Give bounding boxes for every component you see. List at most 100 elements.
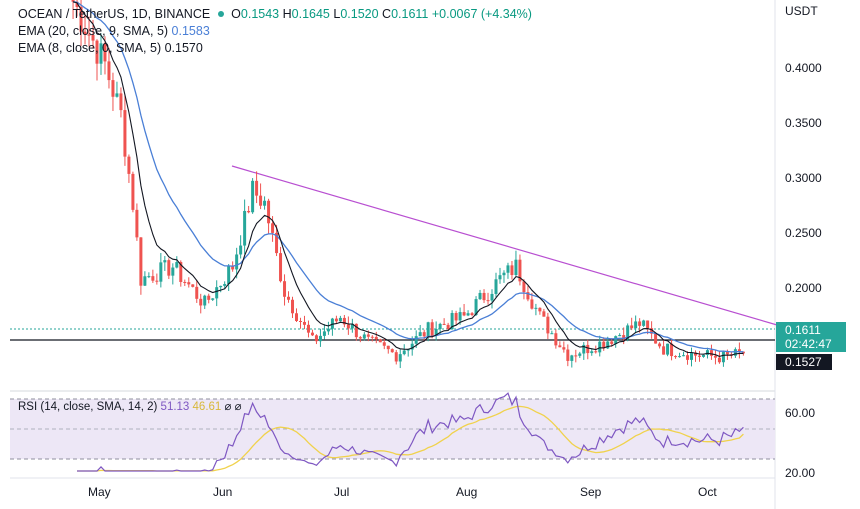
candle-body[interactable] [490,293,494,301]
candle-body[interactable] [342,317,346,325]
candle-body[interactable] [550,333,554,335]
candle-body[interactable] [570,355,574,361]
candle-body[interactable] [558,345,562,348]
ema8-legend[interactable]: EMA (8, close, 0, SMA, 5) 0.1570 [18,41,203,55]
candle-body[interactable] [737,349,741,352]
candle-body[interactable] [322,331,326,336]
candle-body[interactable] [741,351,745,354]
candle-body[interactable] [310,332,314,336]
candle-body[interactable] [598,341,602,353]
candle-body[interactable] [334,318,338,322]
candle-body[interactable] [291,299,295,314]
candle-body[interactable] [462,312,466,316]
candle-body[interactable] [326,328,330,332]
candle-body[interactable] [733,349,737,356]
candle-body[interactable] [590,351,594,354]
symbol-legend[interactable]: OCEAN / TetherUS, 1D, BINANCE O0.1543 H0… [18,7,532,21]
candle-body[interactable] [279,253,283,282]
candle-body[interactable] [510,265,514,275]
candle-body[interactable] [219,285,223,288]
candle-body[interactable] [642,320,646,326]
rsi-visibility-icons[interactable]: ⌀ ⌀ [224,401,242,413]
candle-body[interactable] [374,336,378,340]
candle-body[interactable] [167,260,171,276]
candle-body[interactable] [95,40,99,64]
candle-body[interactable] [538,307,542,312]
candle-body[interactable] [697,355,701,357]
candle-body[interactable] [318,335,322,342]
candle-body[interactable] [494,279,498,294]
candle-body[interactable] [171,267,175,276]
candle-body[interactable] [235,254,239,270]
candle-body[interactable] [251,180,255,213]
candle-body[interactable] [119,93,123,111]
candle-body[interactable] [155,280,159,282]
candle-body[interactable] [366,334,370,337]
candle-body[interactable] [295,313,298,321]
candle-body[interactable] [263,200,267,206]
candle-body[interactable] [566,349,570,361]
candle-body[interactable] [143,276,147,286]
candle-body[interactable] [442,323,446,325]
candle-body[interactable] [255,180,259,196]
candle-body[interactable] [111,80,115,97]
candle-body[interactable] [231,266,235,270]
ema20-legend[interactable]: EMA (20, close, 9, SMA, 5) 0.1583 [18,24,210,38]
candle-body[interactable] [191,284,195,287]
candle-body[interactable] [302,321,306,325]
candle-body[interactable] [458,312,462,321]
candle-body[interactable] [486,300,490,302]
candle-body[interactable] [478,292,482,300]
candle-body[interactable] [83,31,87,35]
candle-body[interactable] [546,316,550,334]
candle-body[interactable] [614,336,618,344]
candle-body[interactable] [247,210,251,213]
candle-body[interactable] [243,210,247,246]
candle-body[interactable] [574,355,578,357]
candle-body[interactable] [526,292,530,300]
candle-body[interactable] [717,357,721,363]
candle-body[interactable] [674,356,678,358]
candle-body[interactable] [430,322,434,337]
candle-body[interactable] [223,284,227,286]
candle-body[interactable] [705,350,709,355]
candle-body[interactable] [682,355,686,357]
trendline[interactable] [231,165,785,328]
candle-body[interactable] [670,343,674,357]
candle-body[interactable] [709,350,713,356]
candle-body[interactable] [287,296,291,300]
candle-body[interactable] [514,259,518,275]
candle-body[interactable] [502,272,506,276]
candle-body[interactable] [107,61,111,81]
candle-body[interactable] [518,259,522,282]
candle-body[interactable] [71,0,75,2]
candle-body[interactable] [183,281,187,283]
candle-body[interactable] [662,346,666,355]
candle-body[interactable] [350,323,354,329]
candle-body[interactable] [446,324,450,330]
candle-body[interactable] [283,281,287,297]
candle-body[interactable] [466,313,470,316]
candle-body[interactable] [606,341,610,349]
candle-body[interactable] [586,344,590,354]
candle-body[interactable] [151,276,155,281]
candle-body[interactable] [199,298,203,306]
candle-body[interactable] [239,245,243,255]
candle-body[interactable] [131,173,135,210]
candle-body[interactable] [450,313,454,330]
candle-body[interactable] [426,322,430,337]
candle-body[interactable] [103,43,107,62]
candle-body[interactable] [646,320,650,329]
candle-body[interactable] [506,265,510,273]
candle-body[interactable] [454,313,458,321]
candle-body[interactable] [725,351,729,355]
candle-body[interactable] [386,345,390,350]
candle-body[interactable] [634,321,638,329]
candle-body[interactable] [123,110,127,157]
candle-body[interactable] [534,307,538,309]
candle-body[interactable] [175,262,179,268]
candle-body[interactable] [159,262,163,282]
candle-body[interactable] [298,320,302,322]
candle-body[interactable] [91,35,95,41]
candle-body[interactable] [215,287,219,299]
